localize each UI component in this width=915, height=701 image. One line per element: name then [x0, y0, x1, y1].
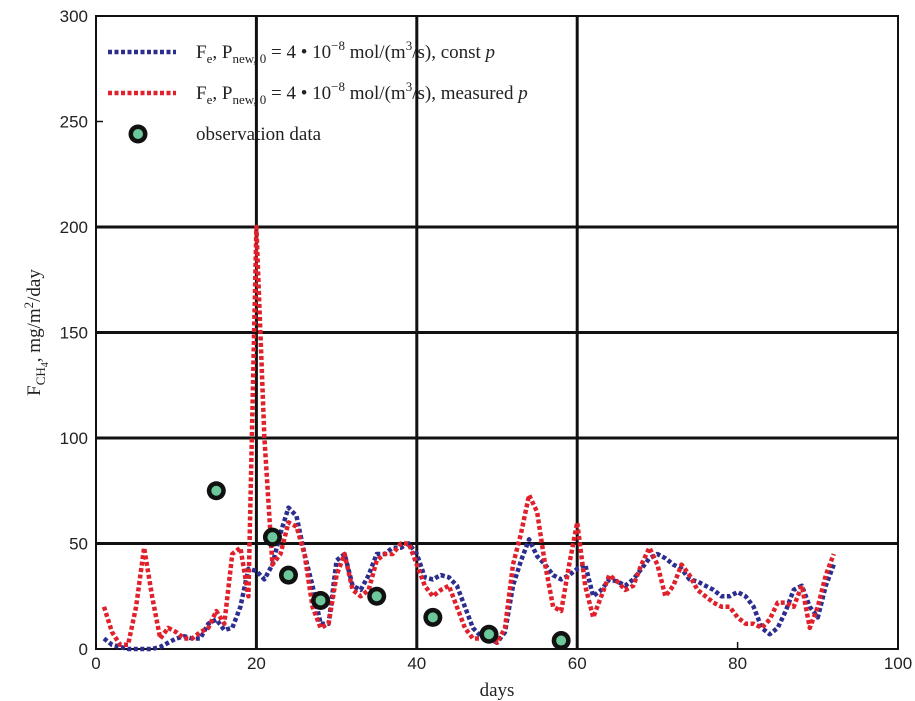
series-layer — [101, 224, 836, 652]
y-tick-label: 150 — [60, 324, 88, 343]
x-tick-label: 20 — [247, 654, 266, 673]
legend-label-2: Fe, Pnew, 0 = 4 • 10−8 mol/(m3/s), measu… — [196, 79, 528, 107]
x-tick-label: 60 — [568, 654, 587, 673]
y-axis-label-rest: , mg/m — [24, 308, 45, 362]
legend-marker-observation-fill — [133, 129, 143, 139]
observation-point — [267, 532, 278, 543]
y-tick-label: 50 — [69, 535, 88, 554]
observation-point — [556, 635, 567, 646]
observation-point — [371, 591, 382, 602]
y-tick-label: 200 — [60, 218, 88, 237]
series-line-1 — [102, 505, 836, 652]
observation-point — [483, 629, 494, 640]
y-axis-label-sup: 2 — [21, 302, 36, 309]
x-tick-label: 100 — [884, 654, 912, 673]
legend-label-observation: observation data — [196, 124, 322, 145]
observation-point — [315, 595, 326, 606]
legend-label-1: Fe, Pnew, 0 = 4 • 10−8 mol/(m3/s), const… — [196, 38, 495, 66]
y-axis-label: FCH4, mg/m2/day — [21, 269, 51, 396]
observation-point — [211, 485, 222, 496]
y-axis-label-subsub: 4 — [40, 362, 51, 367]
y-tick-label: 0 — [79, 640, 88, 659]
y-axis-label-end: /day — [24, 269, 45, 302]
x-tick-label: 80 — [728, 654, 747, 673]
grid-lines — [96, 16, 898, 649]
x-tick-label: 40 — [407, 654, 426, 673]
observation-point — [283, 570, 294, 581]
y-axis-label-sub: CH — [33, 367, 48, 385]
observation-point — [427, 612, 438, 623]
legend: Fe, Pnew, 0 = 4 • 10−8 mol/(m3/s), const… — [108, 38, 528, 145]
y-axis-label-base: F — [24, 385, 45, 396]
x-tick-label: 0 — [91, 654, 100, 673]
axis-ticks: 0 20 40 60 80 100 0 50 100 150 200 250 300 — [60, 7, 913, 673]
y-tick-label: 250 — [60, 113, 88, 132]
y-tick-label: 300 — [60, 7, 88, 26]
series-line-2 — [101, 224, 836, 648]
x-axis-label: days — [480, 680, 515, 701]
y-tick-label: 100 — [60, 429, 88, 448]
